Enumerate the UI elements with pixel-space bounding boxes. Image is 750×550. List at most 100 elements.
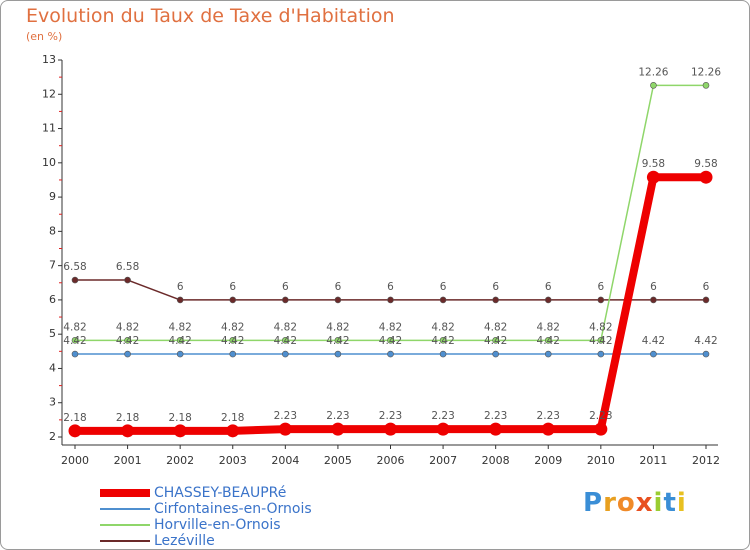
data-point [173, 424, 187, 438]
data-point [68, 424, 82, 438]
data-label: 12.26 [691, 66, 721, 78]
y-tick-label: 9 [49, 190, 56, 203]
x-tick-label: 2008 [482, 454, 510, 467]
data-label: 2.23 [379, 410, 402, 422]
data-point [492, 296, 499, 304]
data-label: 6 [545, 281, 552, 293]
data-label: 4.42 [589, 335, 612, 347]
data-point [71, 350, 79, 358]
x-tick-label: 2005 [324, 454, 352, 467]
data-point [489, 422, 503, 436]
data-point [541, 422, 555, 436]
data-point [176, 350, 184, 358]
data-point [597, 350, 605, 358]
data-point [544, 296, 552, 304]
data-label: 2.23 [274, 410, 297, 422]
legend-label: Horville-en-Ornois [154, 517, 281, 533]
data-label: 2.23 [431, 410, 454, 422]
data-point [278, 422, 292, 436]
y-tick-label: 13 [42, 53, 56, 66]
data-label: 2.23 [589, 410, 612, 422]
data-label: 4.42 [537, 335, 560, 347]
x-tick-label: 2006 [377, 454, 405, 467]
x-tick-label: 2003 [219, 454, 247, 467]
data-label: 4.82 [537, 321, 560, 333]
data-label: 6 [282, 281, 289, 293]
proxiti-logo: Proxiti [583, 488, 687, 518]
data-label: 6 [440, 281, 447, 293]
legend-label: CHASSEY-BEAUPRé [154, 485, 287, 501]
data-label: 4.82 [326, 321, 349, 333]
data-point [282, 350, 289, 358]
data-label: 4.82 [484, 321, 507, 333]
data-point [384, 422, 397, 436]
data-point [71, 276, 79, 284]
data-label: 6 [177, 281, 184, 293]
y-tick-label: 3 [49, 396, 56, 409]
chart-title: Evolution du Taux de Taxe d'Habitation [26, 5, 395, 27]
logo-letter: t [663, 488, 677, 518]
data-point [176, 296, 184, 304]
data-label: 2.18 [116, 412, 139, 424]
data-label: 4.42 [431, 335, 454, 347]
data-point [492, 350, 499, 358]
data-point [226, 424, 240, 438]
logo-letter: o [616, 488, 636, 518]
x-tick-label: 2001 [114, 454, 142, 467]
data-label: 4.42 [694, 335, 717, 347]
data-point [597, 296, 605, 304]
data-point [334, 337, 342, 344]
legend-item: Horville-en-Ornois [100, 517, 312, 533]
data-point [439, 337, 447, 344]
data-point [121, 424, 135, 438]
y-tick-label: 10 [42, 156, 56, 169]
y-tick-label: 6 [49, 293, 56, 306]
data-point [699, 170, 713, 184]
data-point [702, 82, 710, 89]
x-tick-label: 2010 [587, 454, 615, 467]
data-point [229, 337, 237, 344]
data-point [646, 170, 660, 184]
x-tick-label: 2011 [639, 454, 667, 467]
legend-item: Cirfontaines-en-Ornois [100, 501, 312, 517]
y-tick-label: 7 [49, 259, 56, 272]
data-point [650, 296, 657, 304]
data-label: 9.58 [694, 158, 717, 170]
data-point [334, 296, 342, 304]
legend-swatch [100, 524, 150, 526]
data-label: 4.42 [484, 335, 507, 347]
legend-item: Lezéville [100, 533, 312, 549]
series-line [75, 173, 706, 435]
data-point [229, 350, 237, 358]
data-label: 9.58 [642, 158, 665, 170]
logo-letter: i [676, 488, 687, 518]
legend-label: Cirfontaines-en-Ornois [154, 501, 312, 517]
logo-letter: r [603, 488, 617, 518]
data-point [282, 337, 289, 344]
data-point [544, 350, 552, 358]
data-label: 4.42 [116, 335, 139, 347]
data-point [71, 337, 79, 344]
data-label: 4.42 [326, 335, 349, 347]
data-label: 2.23 [484, 410, 507, 422]
data-label: 4.42 [168, 335, 191, 347]
legend-item: CHASSEY-BEAUPRé [100, 485, 312, 501]
data-point [124, 276, 131, 284]
data-point [597, 337, 605, 344]
chart-legend: CHASSEY-BEAUPRé Cirfontaines-en-Ornois Hor… [100, 485, 312, 549]
data-label: 2.18 [63, 412, 86, 424]
y-tick-label: 4 [49, 361, 56, 374]
data-label: 6.58 [116, 261, 139, 273]
data-label: 2.18 [221, 412, 244, 424]
x-tick-label: 2000 [61, 454, 89, 467]
legend-label: Lezéville [154, 533, 215, 549]
data-point [334, 350, 342, 358]
data-label: 4.42 [221, 335, 244, 347]
y-tick-label: 12 [42, 87, 56, 100]
data-point [124, 337, 131, 344]
data-label: 4.82 [274, 321, 297, 333]
data-point [124, 350, 131, 358]
data-label: 6 [650, 281, 657, 293]
